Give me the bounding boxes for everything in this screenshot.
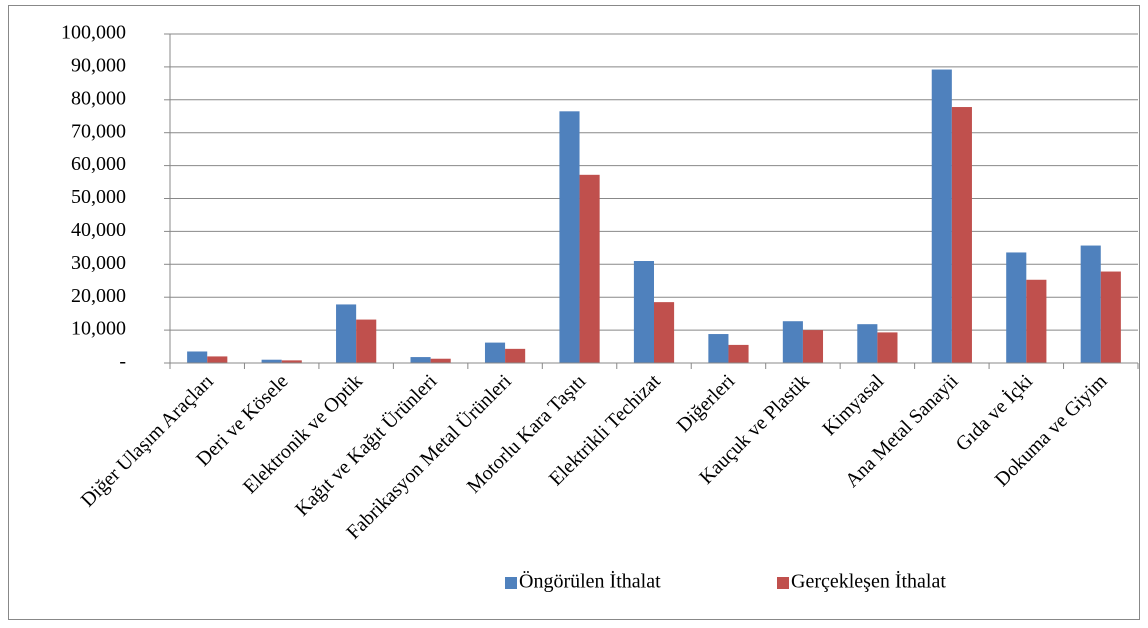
y-tick-label: -: [119, 351, 126, 373]
y-tick-label: 30,000: [71, 252, 126, 274]
y-tick-label: 10,000: [71, 318, 126, 340]
legend-swatch: [777, 577, 789, 589]
bar: [857, 324, 878, 363]
bar: [559, 111, 580, 363]
bar: [187, 351, 208, 363]
bar: [336, 304, 357, 363]
bar: [430, 358, 451, 363]
y-tick-label: 50,000: [71, 186, 126, 208]
bar: [951, 107, 972, 364]
bar: [484, 342, 506, 363]
legend-swatch: [505, 577, 517, 589]
bar: [1026, 279, 1047, 363]
bar: [1100, 271, 1121, 363]
bar: [410, 357, 431, 363]
bar: [728, 344, 749, 363]
bar: [802, 330, 824, 363]
y-tick-label: 40,000: [71, 219, 126, 241]
bar: [654, 302, 675, 363]
y-tick-label: 20,000: [71, 285, 126, 307]
legend-label: Öngörülen İthalat: [519, 570, 661, 593]
bar: [505, 348, 526, 363]
y-tick-label: 100,000: [61, 22, 126, 44]
bar: [708, 334, 729, 363]
bar: [207, 356, 228, 363]
y-tick-label: 70,000: [71, 120, 126, 142]
bar: [877, 332, 898, 363]
bar: [931, 69, 952, 364]
bar: [1006, 252, 1027, 363]
bar: [356, 319, 377, 363]
bar: [633, 261, 654, 363]
y-tick-label: 80,000: [71, 87, 126, 109]
y-tick-label: 90,000: [71, 54, 126, 76]
bar: [579, 174, 600, 363]
bar: [1080, 245, 1101, 363]
bar: [281, 360, 302, 363]
bar: [261, 359, 282, 363]
bar: [782, 321, 803, 363]
legend-label: Gerçekleşen İthalat: [791, 570, 946, 593]
y-tick-label: 60,000: [71, 153, 126, 175]
